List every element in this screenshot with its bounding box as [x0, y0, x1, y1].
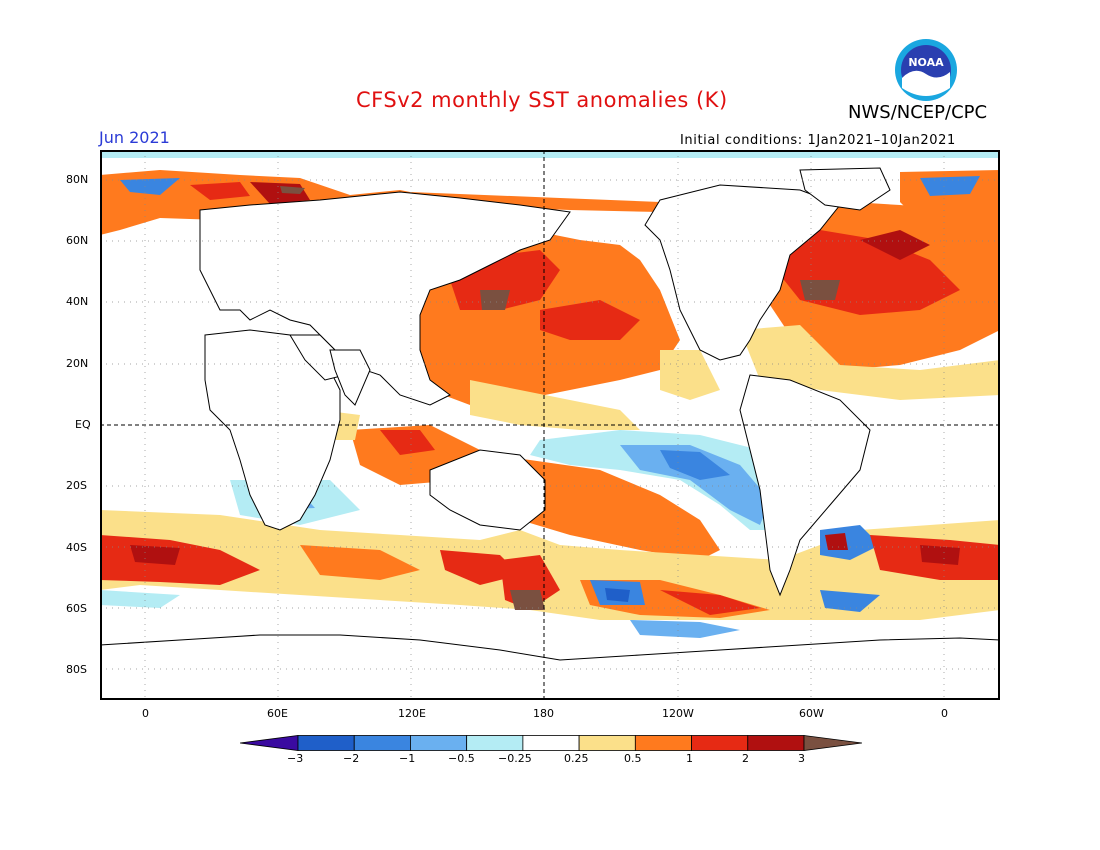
lat-label: 80S — [66, 663, 87, 676]
lat-label: 60N — [66, 234, 89, 247]
antarctica — [100, 634, 1000, 700]
colorbar-label: 0.25 — [564, 752, 589, 765]
lon-label: 60E — [267, 707, 288, 720]
lat-label: 20N — [66, 357, 89, 370]
sst-anomaly-map — [100, 150, 1000, 700]
lat-label: 80N — [66, 173, 89, 186]
lon-label: 120W — [662, 707, 694, 720]
south-america — [739, 374, 871, 597]
colorbar-label: −0.25 — [498, 752, 532, 765]
colorbar-box — [578, 735, 636, 751]
lon-label: 0 — [941, 707, 948, 720]
initial-conditions: Initial conditions: 1Jan2021–10Jan2021 — [680, 133, 956, 148]
greenland — [799, 167, 891, 211]
lon-label: 0 — [142, 707, 149, 720]
southern-ocean-band — [100, 510, 1000, 638]
chart-title: CFSv2 monthly SST anomalies (K) — [356, 88, 728, 112]
lat-label: 20S — [66, 479, 87, 492]
colorbar-high-arrow — [803, 735, 862, 751]
logo-text: NOAA — [908, 56, 944, 69]
lat-label: 60S — [66, 602, 87, 615]
colorbar-box — [522, 735, 580, 751]
lon-label: 180 — [533, 707, 554, 720]
eurasia — [199, 191, 571, 406]
equatorial-pacific-cold — [530, 430, 790, 530]
colorbar-box — [410, 735, 468, 751]
colorbar-label: 0.5 — [624, 752, 642, 765]
colorbar — [240, 735, 862, 751]
colorbar-label: 1 — [686, 752, 693, 765]
colorbar-label: −3 — [287, 752, 304, 765]
north-pacific-warm — [410, 232, 720, 430]
colorbar-box — [747, 735, 805, 751]
colorbar-box — [297, 735, 355, 751]
colorbar-box — [466, 735, 524, 751]
colorbar-label: 2 — [742, 752, 749, 765]
colorbar-label: 3 — [798, 752, 805, 765]
colorbar-box — [691, 735, 749, 751]
colorbar-label: −1 — [399, 752, 416, 765]
lat-label: 40S — [66, 541, 87, 554]
coastlines — [100, 167, 1000, 700]
australia — [429, 449, 546, 531]
colorbar-box — [634, 735, 692, 751]
colorbar-box — [353, 735, 411, 751]
lat-label: EQ — [75, 418, 91, 431]
north-atlantic-tropics — [740, 325, 1000, 400]
agency-label: NWS/NCEP/CPC — [848, 102, 988, 123]
colorbar-label: −2 — [343, 752, 360, 765]
map-frame — [100, 150, 1000, 700]
colorbar-low-arrow — [240, 735, 299, 751]
lon-label: 120E — [398, 707, 426, 720]
graticule — [100, 150, 1000, 700]
noaa-logo: NOAA — [894, 38, 958, 102]
colorbar-label: −0.5 — [448, 752, 475, 765]
lat-label: 40N — [66, 295, 89, 308]
lon-label: 60W — [799, 707, 824, 720]
valid-month: Jun 2021 — [99, 128, 170, 147]
